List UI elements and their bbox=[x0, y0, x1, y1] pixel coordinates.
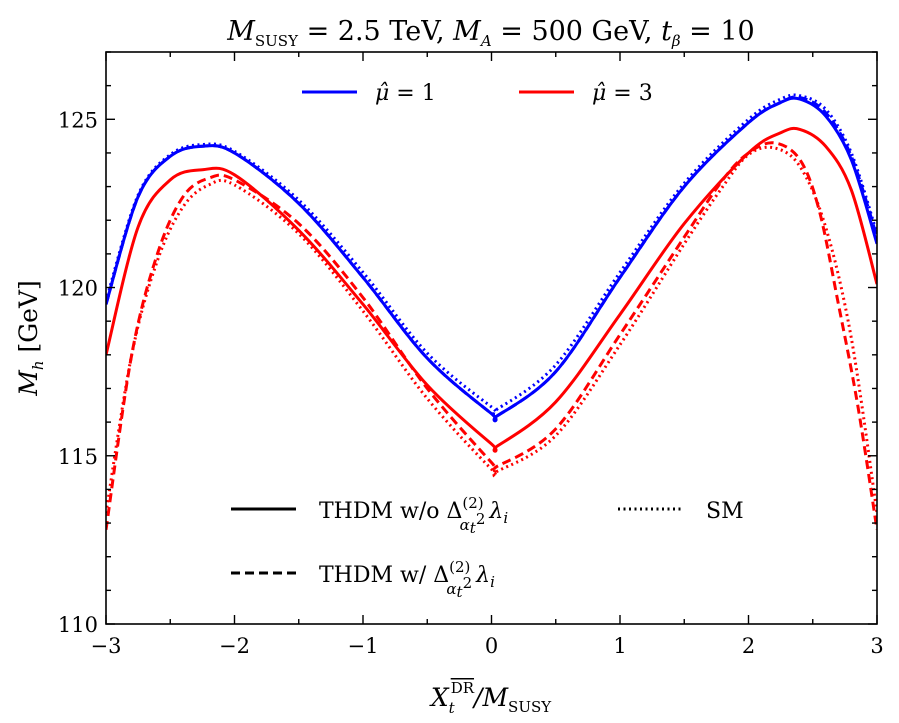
x-tick-label: 1 bbox=[613, 634, 626, 658]
style-legend: THDM w/o Δ(2) αt2 λi SM THDM w/ Δ(2) αt2 λi bbox=[231, 494, 744, 601]
x-axis-label: XtDR/MSUSY bbox=[429, 679, 552, 717]
series-mu3-thdm-wo bbox=[106, 126, 877, 453]
tick-layer: −3 −2 −1 0 1 2 3 110 115 120 125 bbox=[58, 51, 884, 658]
legend-sm-label: SM bbox=[706, 499, 744, 524]
series-mu3-thdm-w bbox=[106, 141, 877, 531]
chart-title: MSUSY = 2.5 TeV, MA = 500 GeV, tβ = 10 bbox=[226, 16, 755, 50]
y-tick-label: 120 bbox=[58, 277, 98, 301]
y-tick-label: 110 bbox=[58, 613, 98, 637]
legend-thdm-w-label: THDM w/ Δ(2) αt2 λi bbox=[319, 558, 495, 601]
x-tick-label: −3 bbox=[91, 634, 122, 658]
x-tick-label: 2 bbox=[742, 634, 755, 658]
series-layer bbox=[106, 93, 877, 531]
plot-frame bbox=[105, 51, 878, 625]
x-tick-label: 0 bbox=[485, 634, 498, 658]
y-tick-label: 115 bbox=[58, 445, 98, 469]
series-mu1-sm bbox=[106, 93, 877, 416]
legend-mu1-label: μ̂ = 1 bbox=[375, 81, 436, 106]
x-tick-label: −2 bbox=[219, 634, 250, 658]
legend-mu3-label: μ̂ = 3 bbox=[592, 81, 653, 106]
series-mu1-thdm-w bbox=[106, 95, 877, 423]
series-mu3-sm bbox=[106, 145, 877, 514]
color-legend: μ̂ = 1 μ̂ = 3 bbox=[302, 81, 653, 106]
x-tick-label: 3 bbox=[870, 634, 883, 658]
x-tick-label: −1 bbox=[348, 634, 379, 658]
legend-thdm-wo-label: THDM w/o Δ(2) αt2 λi bbox=[319, 494, 508, 537]
y-axis-label: Mh [GeV] bbox=[14, 280, 47, 397]
y-tick-label: 125 bbox=[58, 108, 98, 132]
